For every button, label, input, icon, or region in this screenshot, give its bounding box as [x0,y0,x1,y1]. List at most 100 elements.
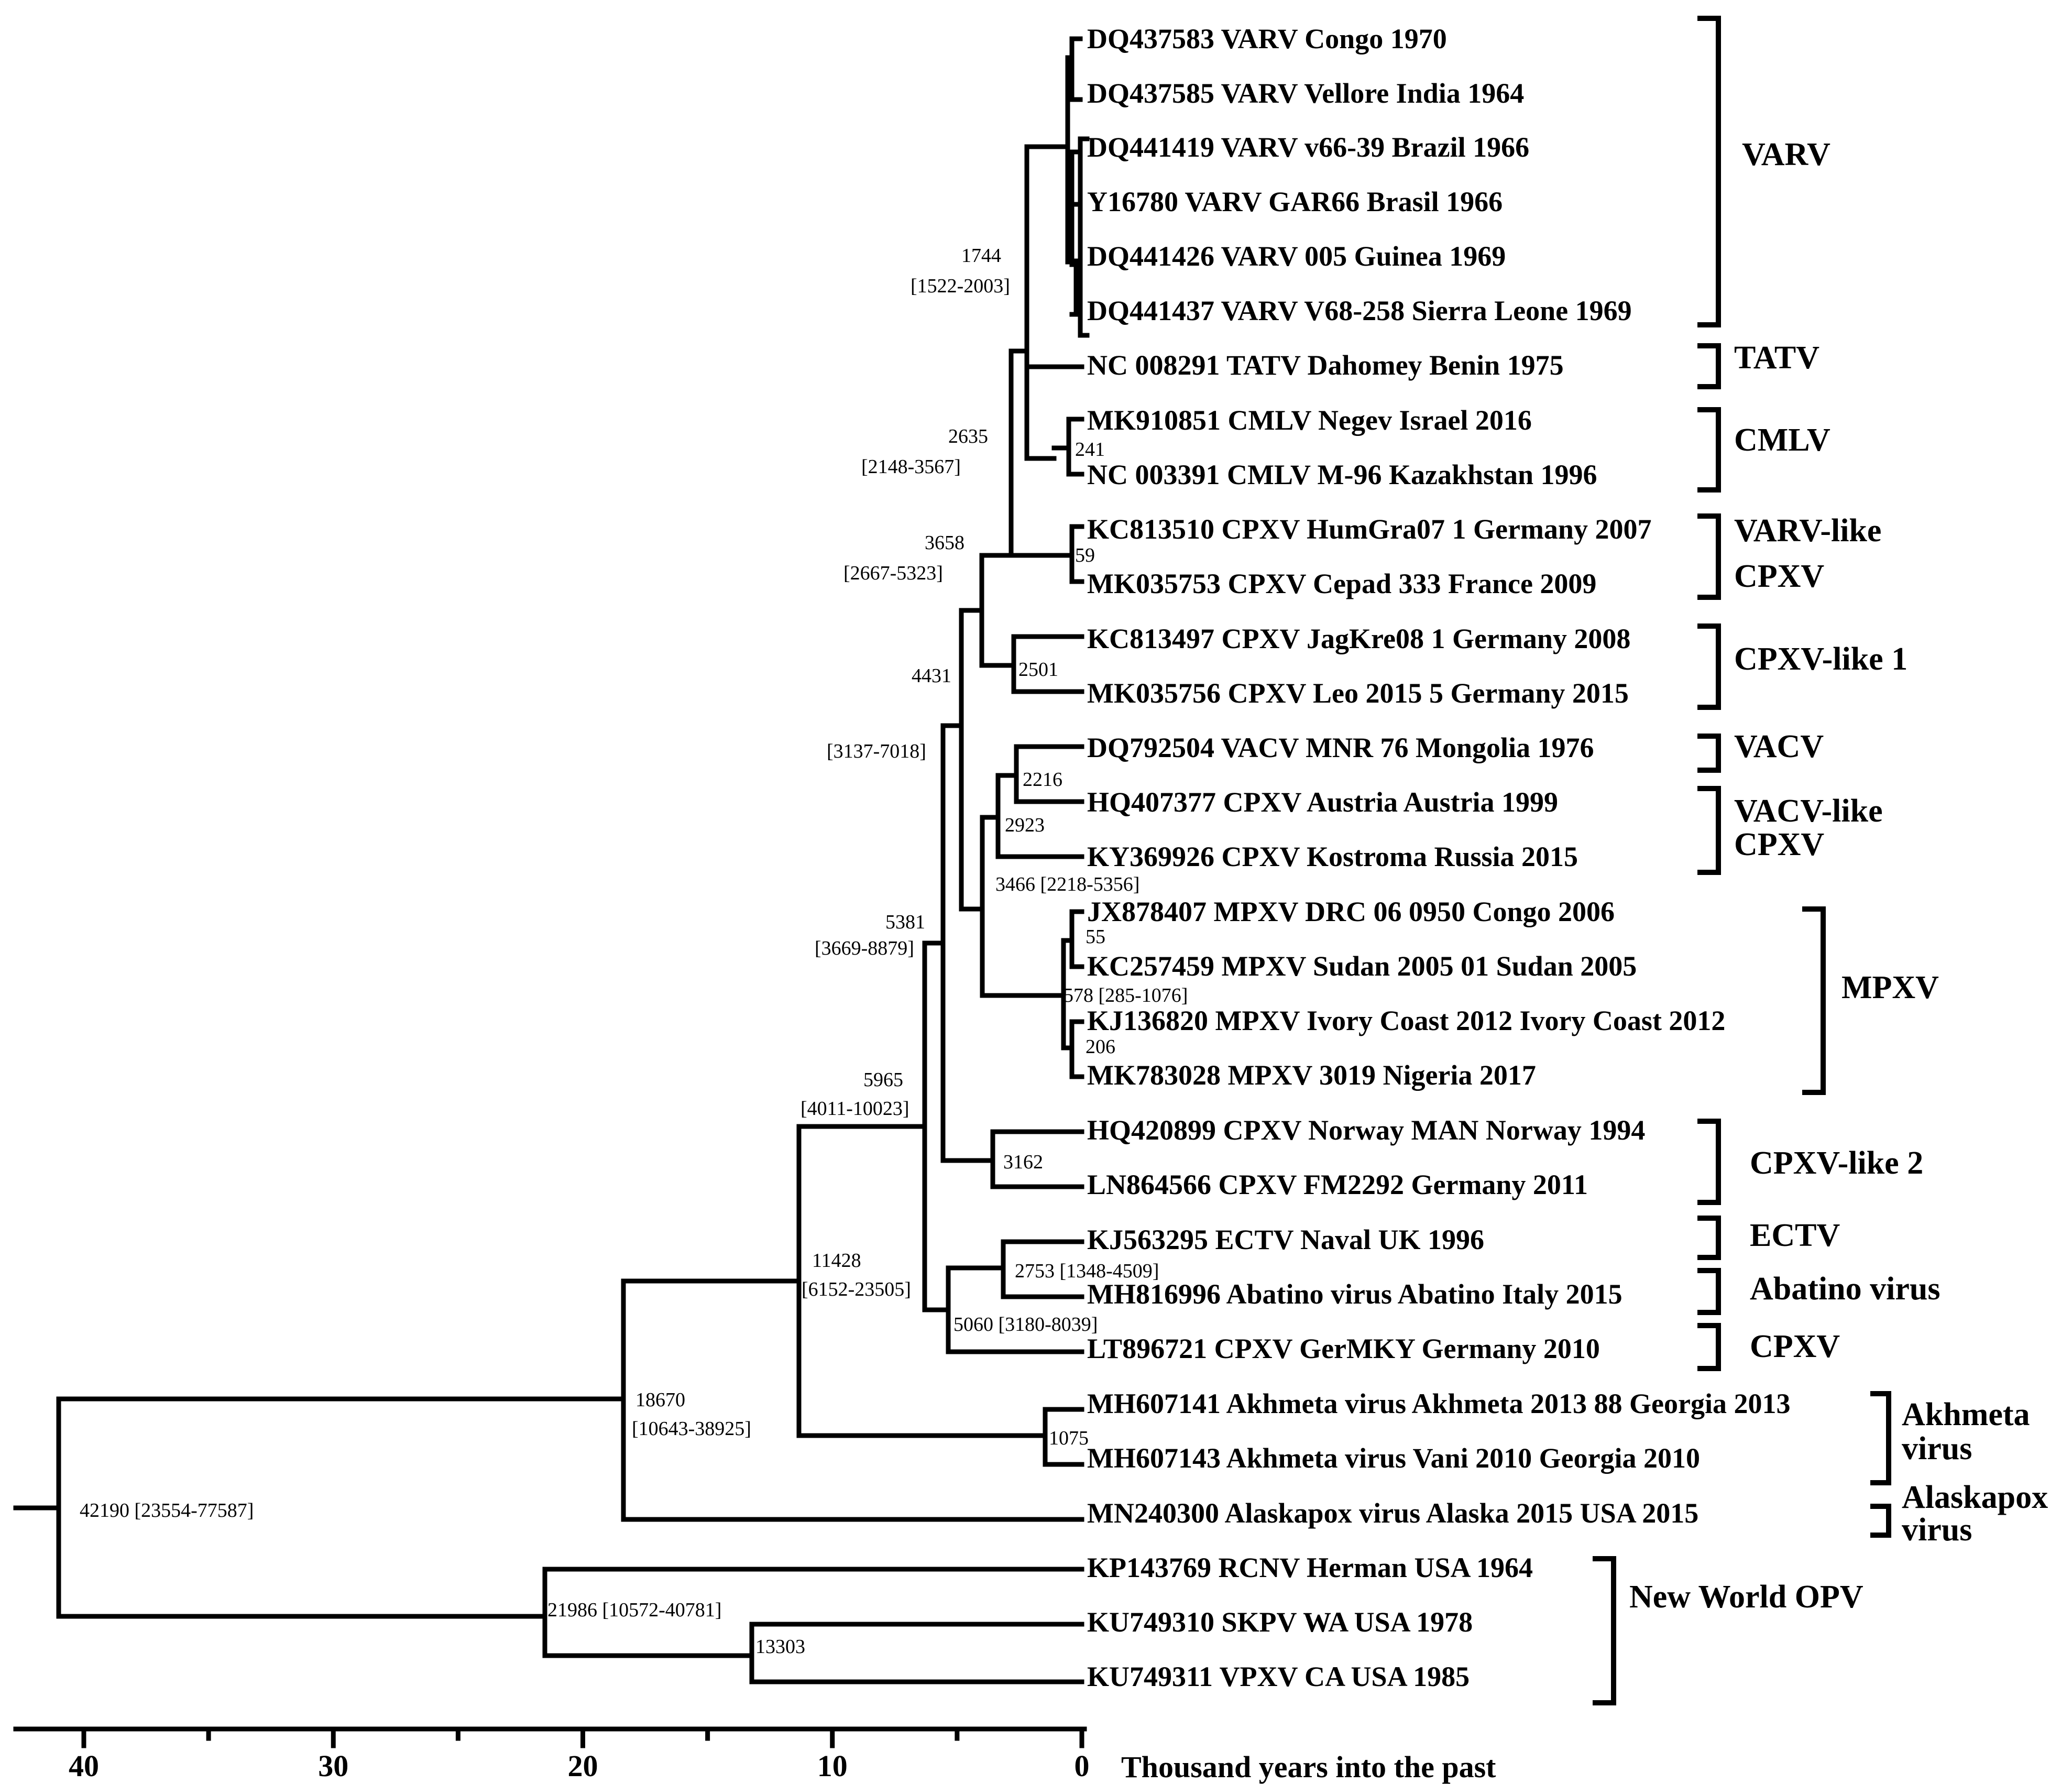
clade-label: CPXV [1750,1329,1840,1364]
bracket-abatino [1697,1268,1721,1315]
axis-tick-label: 20 [568,1749,598,1783]
clade-label: VARV [1742,137,1830,172]
tip-label: HQ420899 CPXV Norway MAN Norway 1994 [1087,1114,1645,1146]
clade-label: Abatino virus [1750,1271,1940,1307]
bracket-mpxv [1802,906,1826,1095]
bracket-tatv [1697,343,1721,389]
axis-tick-label: 30 [318,1749,348,1783]
branch-cpxv1 [1011,634,1084,694]
node-age: 11428 [812,1250,861,1272]
clade-label: CPXV-like 2 [1750,1145,1923,1181]
tip-label: DQ792504 VACV MNR 76 Mongolia 1976 [1087,732,1594,763]
tip-label: HQ407377 CPXV Austria Austria 1999 [1087,786,1558,818]
tip-label: KJ136820 MPXV Ivory Coast 2012 Ivory Coa… [1087,1005,1725,1036]
node-age: 2635 [948,425,988,447]
time-axis: 40 30 20 10 0 Thousand years into the past [13,1726,1496,1784]
bracket-cpxv-like1 [1697,623,1721,710]
tree-branches [13,36,1090,1684]
clade-label: TATV [1734,340,1819,376]
axis-tick-label: 0 [1075,1749,1090,1783]
node-age: 18670 [635,1389,685,1411]
node-age: 42190 [23554-77587] [80,1500,254,1522]
node-age: 4431 [912,665,951,687]
branch-vcpxv [1008,524,1084,584]
node-age: 206 [1086,1036,1115,1058]
branch-mpxv [1061,909,1084,1079]
tip-label: DQ437585 VARV Vellore India 1964 [1087,78,1524,109]
tip-label: KY369926 CPXV Kostroma Russia 2015 [1087,841,1578,872]
tip-label: KC257459 MPXV Sudan 2005 01 Sudan 2005 [1087,950,1637,982]
bracket-vacv-like [1697,786,1721,875]
tip-label: DQ441419 VARV v66-39 Brazil 1966 [1087,132,1529,163]
node-hpd: [6152-23505] [802,1278,911,1300]
tip-label: MH607143 Akhmeta virus Vani 2010 Georgia… [1087,1442,1700,1474]
node-hpd: [1522-2003] [911,275,1010,297]
clade-label: CPXV [1734,827,1824,862]
bracket-nwopv [1593,1556,1616,1705]
tip-label: KC813510 CPXV HumGra07 1 Germany 2007 [1087,513,1651,545]
node-age: 21986 [10572-40781] [547,1599,721,1621]
branch-4431 [940,723,995,1163]
node-age: 1744 [961,245,1001,267]
tip-label: DQ441426 VARV 005 Guinea 1969 [1087,240,1506,272]
axis-label: Thousand years into the past [1121,1750,1496,1784]
bracket-vacv [1697,734,1721,773]
node-labels: 1744 [1522-2003] 2635 [2148-3567] 3658 [… [80,245,1188,1658]
tip-label: KC813497 CPXV JagKre08 1 Germany 2008 [1087,623,1630,654]
tip-label: MK035753 CPXV Cepad 333 France 2009 [1087,568,1596,599]
node-age: 5965 [863,1069,903,1091]
branch-varv [1078,136,1090,338]
clade-label: VARV-like [1734,513,1881,549]
tip-labels: DQ437583 VARV Congo 1970 DQ437585 VARV V… [1087,23,1790,1692]
tip-label: MK783028 MPXV 3019 Nigeria 2017 [1087,1059,1536,1091]
bracket-varv [1697,16,1721,327]
tip-label: KU749311 VPXV CA USA 1985 [1087,1661,1470,1692]
tip-label: DQ437583 VARV Congo 1970 [1087,23,1447,54]
tip-label: KP143769 RCNV Herman USA 1964 [1087,1552,1533,1583]
node-age: 1075 [1049,1427,1089,1449]
clade-label: CPXV-like 1 [1734,641,1907,677]
node-age: 2753 [1348-4509] [1015,1260,1159,1282]
tip-label: Y16780 VARV GAR66 Brasil 1966 [1087,186,1503,217]
tip-label: DQ441437 VARV V68-258 Sierra Leone 1969 [1087,295,1632,326]
node-age: 3658 [925,532,964,554]
clade-label: Alaskapox [1902,1480,2048,1515]
node-hpd: [4011-10023] [801,1098,909,1120]
branch-3162 [990,1129,1084,1189]
node-age: 5060 [3180-8039] [953,1314,1098,1336]
bracket-varv-like [1697,513,1721,600]
branch-tatv [1008,348,1075,558]
node-hpd: [2667-5323] [843,562,943,584]
bracket-ectv [1697,1216,1721,1260]
node-age: 2216 [1023,769,1062,791]
clade-brackets [1593,16,1891,1705]
clade-label: MPXV [1841,970,1939,1005]
bracket-cpxv [1697,1323,1721,1371]
branch-5060 [946,1265,1084,1354]
tip-label: LT896721 CPXV GerMKY Germany 2010 [1087,1333,1600,1364]
node-age: 5381 [885,911,925,933]
node-age: 13303 [755,1636,805,1658]
node-hpd: [2148-3567] [861,456,961,478]
branch-3658 [959,608,985,912]
branch-cmlv [1051,417,1084,477]
tip-label: MN240300 Alaskapox virus Alaska 2015 USA… [1087,1497,1698,1529]
branch-1075 [1043,1407,1084,1467]
clade-label: virus [1902,1431,1972,1466]
axis-tick-label: 40 [69,1749,99,1783]
branch-varv-1744 [1024,144,1070,461]
tip-label: MK035756 CPXV Leo 2015 5 Germany 2015 [1087,677,1629,709]
node-age: 2501 [1018,659,1058,681]
node-age: 578 [285-1076] [1064,984,1188,1006]
node-age: 55 [1086,926,1105,948]
node-hpd: [3669-8879] [815,937,914,959]
axis-ticks: 40 30 20 10 0 [69,1726,1090,1783]
tip-label: MH607141 Akhmeta virus Akhmeta 2013 88 G… [1087,1388,1790,1419]
branch-2635 [979,553,1016,668]
node-hpd: [10643-38925] [632,1418,751,1440]
bracket-alaskapox [1870,1504,1891,1538]
axis-tick-label: 10 [817,1749,848,1783]
branch-nwopv [542,1567,1084,1658]
clade-label: CMLV [1734,422,1830,458]
